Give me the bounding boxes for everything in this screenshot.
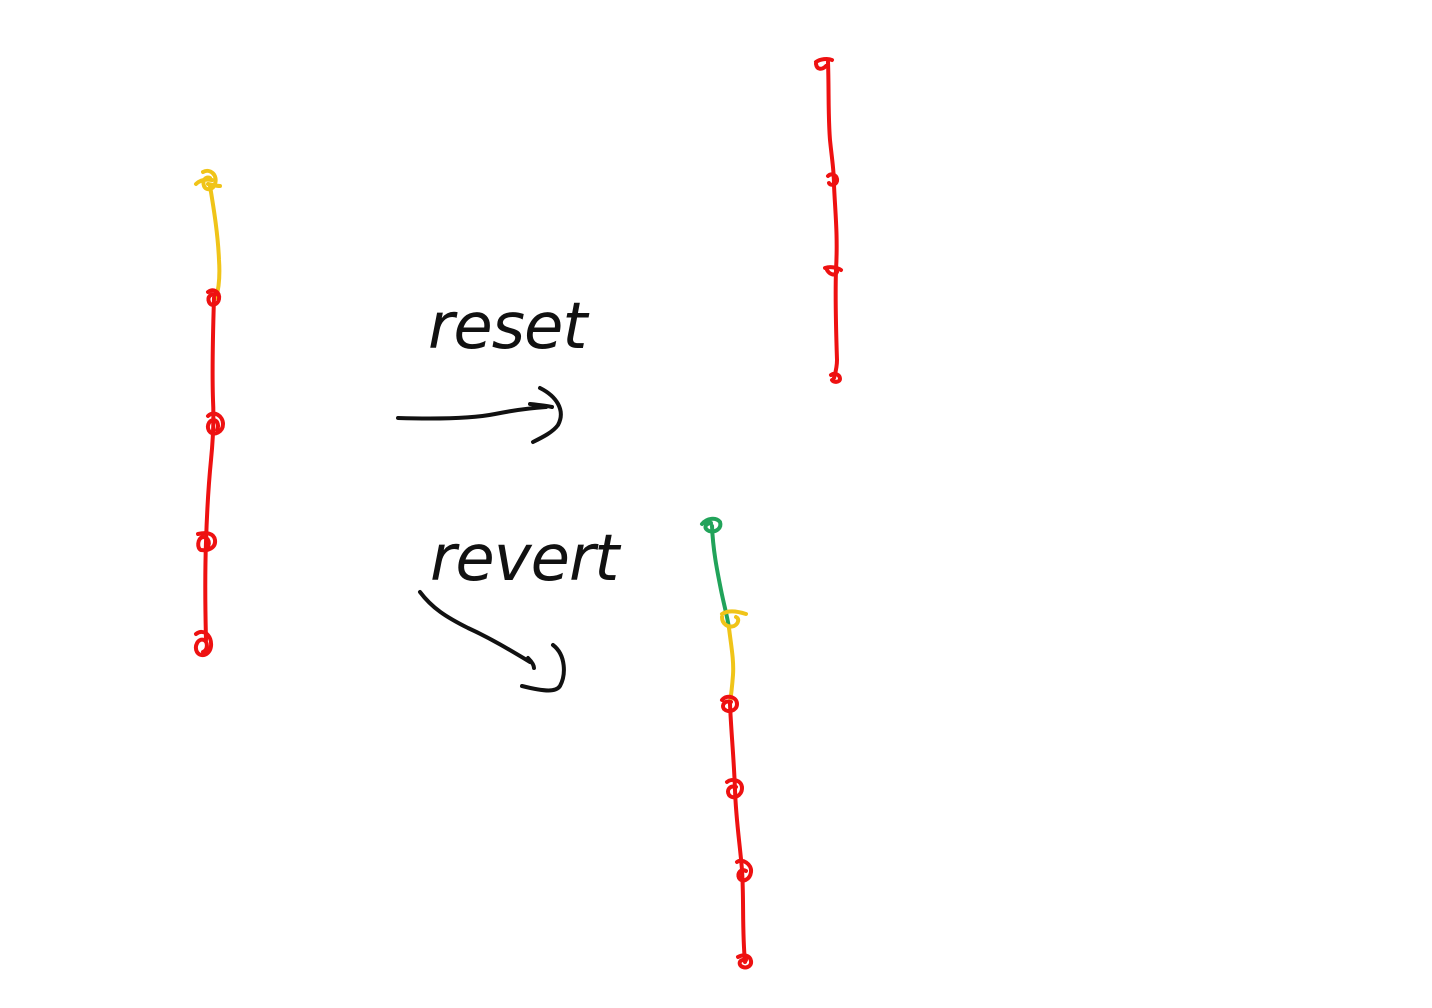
commit-node [826, 172, 840, 187]
reset-label: reset [428, 290, 590, 364]
commit-node [194, 168, 222, 192]
commit-node [196, 531, 218, 553]
revert-annotation: revert [418, 522, 623, 693]
branch-before-red-segment [203, 296, 216, 642]
branch-after-revert-red-segment [728, 702, 747, 964]
commit-node [823, 265, 843, 277]
branch-before-yellow-segment [208, 184, 222, 300]
reset-arrow [396, 386, 563, 444]
commit-node [829, 371, 842, 384]
commit-node [193, 629, 214, 658]
commit-node [725, 778, 744, 800]
commit-node [700, 516, 723, 534]
reset-annotation: reset [396, 290, 591, 444]
branch-after-reset [814, 56, 843, 384]
branch-after-revert-yellow-segment [727, 626, 736, 704]
branch-after-revert-green-segment [710, 524, 731, 630]
commit-node [736, 953, 754, 970]
commit-node [814, 56, 834, 71]
revert-label: revert [430, 522, 622, 596]
revert-arrow [418, 590, 566, 693]
commit-node [720, 694, 739, 714]
commit-node [206, 288, 222, 307]
branch-after-reset-line [826, 60, 839, 380]
commit-node [735, 858, 754, 883]
branch-before [193, 168, 225, 658]
commit-node [720, 609, 748, 629]
branch-after-revert [700, 516, 754, 970]
commit-node [205, 411, 225, 436]
